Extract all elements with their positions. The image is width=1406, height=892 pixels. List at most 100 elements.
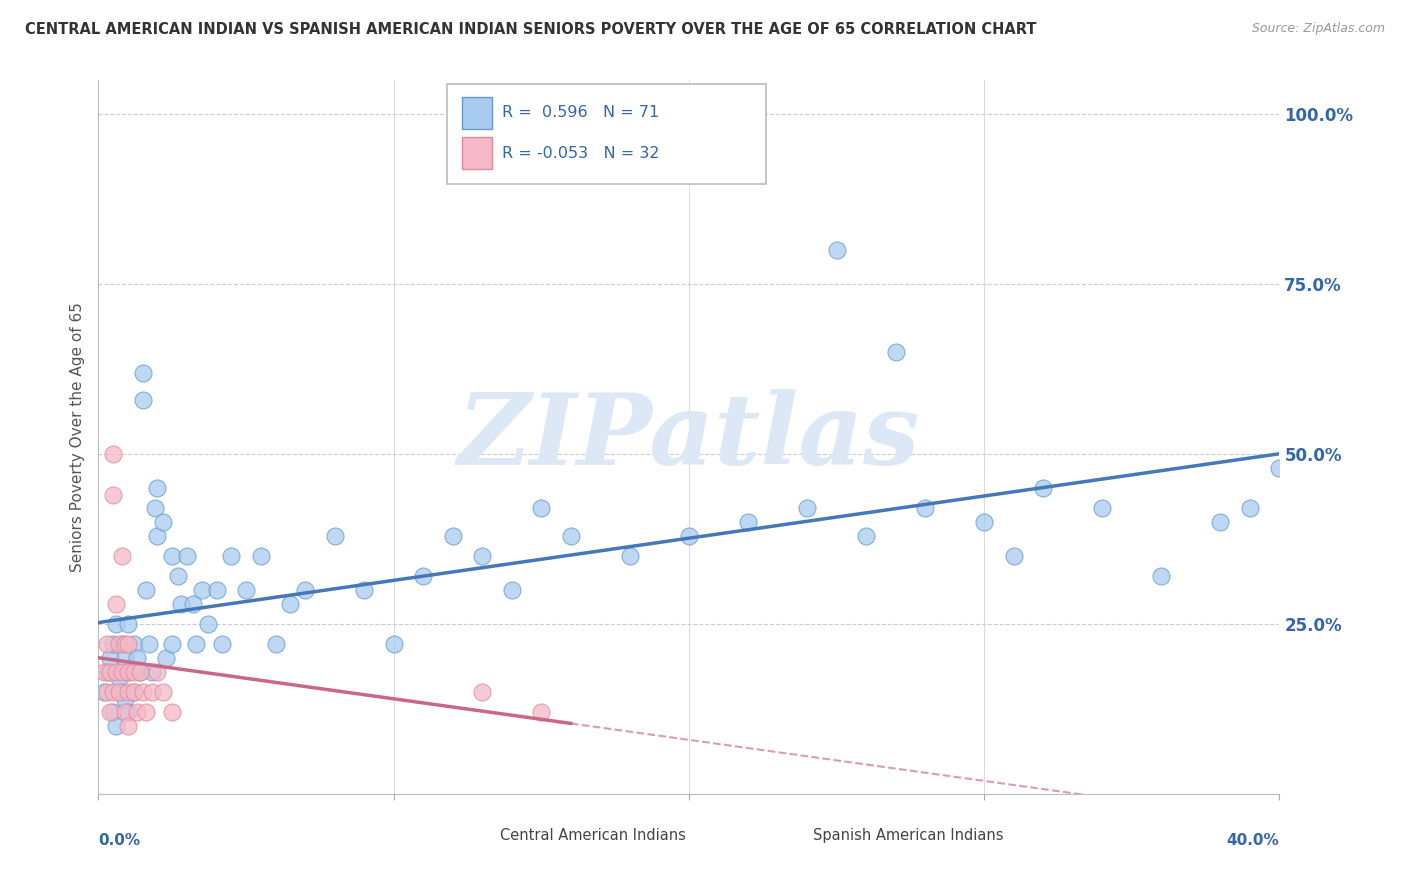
Point — [141, 665, 163, 679]
Point — [1032, 481, 1054, 495]
Point — [471, 549, 494, 563]
Point — [103, 488, 125, 502]
Point — [96, 685, 118, 699]
Point — [1091, 501, 1114, 516]
Point — [152, 515, 174, 529]
Point — [108, 671, 131, 685]
Point — [205, 582, 228, 597]
Text: CENTRAL AMERICAN INDIAN VS SPANISH AMERICAN INDIAN SENIORS POVERTY OVER THE AGE : CENTRAL AMERICAN INDIAN VS SPANISH AMERI… — [25, 22, 1036, 37]
Point — [678, 528, 700, 542]
Point — [132, 685, 155, 699]
Point — [117, 637, 139, 651]
Point — [146, 528, 169, 542]
Point — [138, 637, 160, 651]
Text: 0.0%: 0.0% — [98, 833, 141, 848]
Point — [122, 685, 145, 699]
Point — [103, 447, 125, 461]
Point — [441, 528, 464, 542]
Point — [117, 665, 139, 679]
Y-axis label: Seniors Poverty Over the Age of 65: Seniors Poverty Over the Age of 65 — [69, 302, 84, 572]
Point — [737, 515, 759, 529]
Point — [323, 528, 346, 542]
Point — [114, 706, 136, 720]
Point — [108, 637, 131, 651]
Point — [96, 637, 118, 651]
Point — [128, 665, 150, 679]
Point — [530, 501, 553, 516]
Point — [181, 597, 204, 611]
Point — [221, 549, 243, 563]
Point — [162, 549, 183, 563]
Point — [1209, 515, 1232, 529]
Point — [125, 706, 148, 720]
Point — [560, 528, 582, 542]
Point — [264, 637, 287, 651]
Text: ZIPatlas: ZIPatlas — [458, 389, 920, 485]
Point — [117, 685, 139, 699]
Point — [155, 651, 177, 665]
Point — [191, 582, 214, 597]
Text: 40.0%: 40.0% — [1226, 833, 1279, 848]
Point — [280, 597, 302, 611]
Point — [152, 685, 174, 699]
Text: R =  0.596   N = 71: R = 0.596 N = 71 — [502, 105, 659, 120]
Point — [141, 685, 163, 699]
Point — [884, 345, 907, 359]
Point — [1002, 549, 1025, 563]
Text: R = -0.053   N = 32: R = -0.053 N = 32 — [502, 146, 659, 161]
Text: Central American Indians: Central American Indians — [501, 829, 686, 844]
Point — [132, 392, 155, 407]
Point — [973, 515, 995, 529]
Point — [105, 617, 128, 632]
Point — [96, 665, 118, 679]
Point — [1239, 501, 1261, 516]
Point — [353, 582, 375, 597]
Point — [98, 651, 121, 665]
Point — [184, 637, 207, 651]
Point — [176, 549, 198, 563]
Point — [294, 582, 316, 597]
Point — [162, 706, 183, 720]
FancyBboxPatch shape — [463, 96, 492, 128]
Point — [619, 549, 641, 563]
Point — [167, 569, 190, 583]
Point — [211, 637, 233, 651]
Point — [105, 597, 128, 611]
Point — [117, 665, 139, 679]
Text: Source: ZipAtlas.com: Source: ZipAtlas.com — [1251, 22, 1385, 36]
Point — [122, 665, 145, 679]
Point — [105, 665, 128, 679]
Point — [117, 706, 139, 720]
Point — [412, 569, 434, 583]
FancyBboxPatch shape — [463, 137, 492, 169]
Point — [170, 597, 193, 611]
Point — [103, 685, 125, 699]
Point — [117, 617, 139, 632]
Point — [122, 637, 145, 651]
Point — [501, 582, 523, 597]
Point — [114, 637, 136, 651]
Point — [111, 637, 134, 651]
Point — [162, 637, 183, 651]
Point — [93, 685, 115, 699]
Point — [146, 665, 169, 679]
Point — [1268, 460, 1291, 475]
Point — [114, 651, 136, 665]
Point — [146, 481, 169, 495]
FancyBboxPatch shape — [447, 84, 766, 184]
Point — [98, 706, 121, 720]
Point — [471, 685, 494, 699]
Point — [111, 665, 134, 679]
Point — [128, 665, 150, 679]
Point — [93, 665, 115, 679]
Point — [125, 651, 148, 665]
Point — [111, 685, 134, 699]
FancyBboxPatch shape — [766, 822, 799, 849]
Point — [135, 582, 157, 597]
Point — [250, 549, 273, 563]
Point — [825, 243, 848, 257]
Point — [143, 501, 166, 516]
Point — [382, 637, 405, 651]
Point — [108, 685, 131, 699]
Point — [530, 706, 553, 720]
